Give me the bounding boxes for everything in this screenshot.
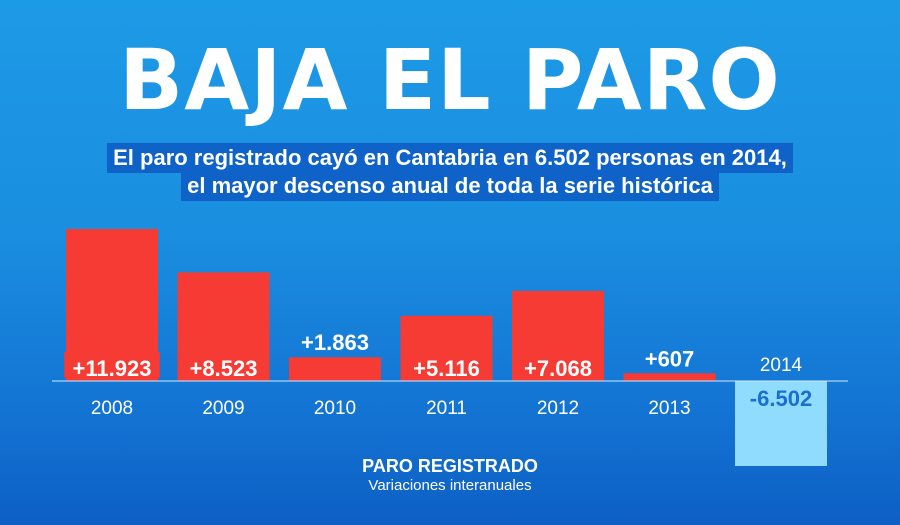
- tick-label: 2010: [314, 398, 356, 419]
- data-label-bg: [182, 352, 265, 378]
- data-label-bg: [64, 352, 160, 378]
- tick-label: 2012: [537, 398, 579, 419]
- chart-subtitle: Variaciones interanuales: [368, 477, 532, 494]
- data-label-bg: [516, 352, 600, 378]
- data-label-bg: [405, 352, 488, 378]
- bar-group-2014: -6.502 2014: [735, 355, 827, 466]
- bar: [289, 357, 381, 381]
- bar: [623, 373, 716, 381]
- bar-group-2009: +8.523 2009: [177, 272, 270, 419]
- bar-group-2010: +1.863 2010: [289, 330, 381, 419]
- subtitle-line-1: El paro registrado cayó en Cantabria en …: [0, 143, 900, 173]
- bar-group-2008: +11.923 2008: [64, 229, 160, 419]
- data-label: +7.068: [524, 356, 592, 381]
- data-label: +1.863: [301, 330, 369, 355]
- data-label: +11.923: [73, 356, 152, 381]
- tick-label: 2011: [426, 398, 467, 419]
- data-label: -6.502: [750, 386, 812, 411]
- chart-title: PARO REGISTRADO: [362, 456, 538, 476]
- tick-label: 2013: [648, 398, 690, 419]
- tick-label: 2009: [202, 398, 244, 419]
- bar-group-2011: +5.116 2011: [400, 315, 493, 419]
- page-title: BAJA EL PARO: [119, 31, 781, 129]
- data-label: +5.116: [413, 356, 480, 381]
- bar: [735, 381, 827, 466]
- tick-label: 2008: [91, 398, 133, 419]
- data-label: +607: [645, 346, 695, 371]
- bar-group-2013: +607 2013: [623, 346, 716, 419]
- subtitle-line-2: el mayor descenso anual de toda la serie…: [0, 171, 900, 201]
- tick-label: 2014: [760, 355, 803, 376]
- data-label: +8.523: [190, 356, 258, 381]
- bar-group-2012: +7.068 2012: [512, 290, 604, 419]
